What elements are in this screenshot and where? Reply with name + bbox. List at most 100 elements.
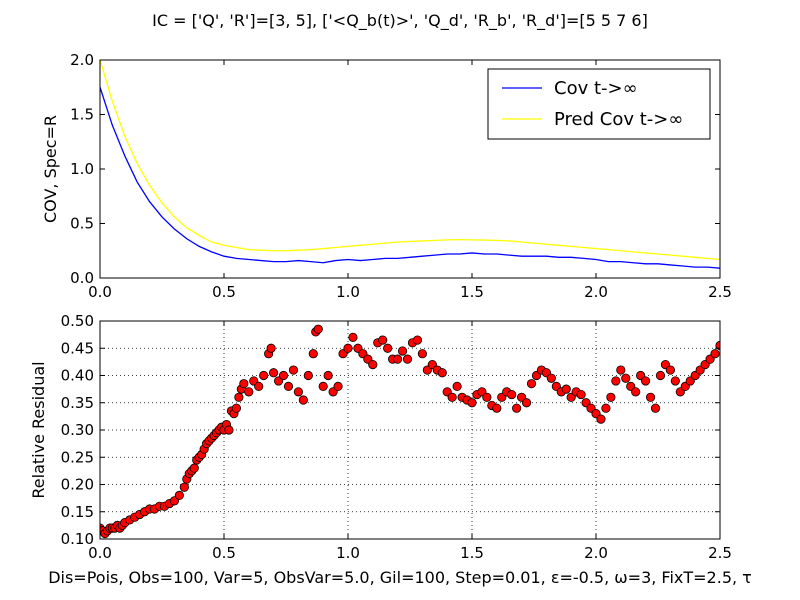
data-point — [621, 373, 631, 383]
figure-title: IC = ['Q', 'R']=[3, 5], ['<Q_b(t)>', 'Q_… — [152, 11, 648, 31]
series-line-cov-t- — [100, 87, 720, 269]
data-point — [512, 403, 522, 413]
data-point — [189, 463, 199, 473]
y-tick-label: 1.5 — [70, 106, 94, 124]
data-point — [378, 335, 388, 345]
data-point — [492, 403, 502, 413]
legend-label: Pred Cov t->∞ — [554, 109, 683, 130]
legend-box — [487, 68, 711, 140]
data-point — [244, 387, 254, 397]
data-point — [234, 392, 244, 402]
x-tick-label: 0.0 — [88, 283, 112, 301]
data-point — [616, 365, 626, 375]
data-point — [383, 343, 393, 353]
data-point — [546, 373, 556, 383]
data-point — [670, 376, 680, 386]
y-tick-label: 0.40 — [61, 367, 94, 385]
data-point — [293, 387, 303, 397]
y-tick-label: 0.0 — [70, 269, 94, 287]
data-point — [288, 365, 299, 375]
data-point — [266, 343, 276, 353]
data-point — [348, 332, 358, 342]
data-point — [507, 389, 517, 400]
x-tick-label: 2.5 — [708, 283, 732, 301]
data-point — [298, 395, 308, 405]
legend: Cov t->∞ Pred Cov t->∞ — [487, 68, 711, 140]
x-tick-label: 2.0 — [584, 544, 608, 562]
x-tick-label: 1.5 — [460, 283, 484, 301]
y-tick-label: 0.5 — [70, 215, 94, 233]
data-point — [278, 370, 289, 381]
y-tick-label: 0.50 — [61, 312, 94, 330]
data-point — [343, 343, 353, 353]
data-point — [254, 381, 264, 391]
y-tick-label: 0.10 — [61, 530, 94, 548]
x-tick-label: 1.5 — [460, 544, 484, 562]
x-tick-label: 2.0 — [584, 283, 608, 301]
y-tick-label: 0.45 — [61, 339, 94, 357]
y-tick-label: 1.0 — [70, 160, 94, 178]
data-point — [576, 389, 586, 400]
data-point — [231, 403, 241, 413]
data-point — [417, 349, 427, 359]
data-point — [655, 370, 666, 381]
covariance-panel: 0.0 0.5 1.0 1.5 2.0 2.5 0.0 0.5 1.0 1.5 2.0 COV, Sp… — [41, 51, 732, 301]
data-point — [397, 346, 408, 356]
data-point — [482, 392, 492, 402]
data-point — [467, 398, 477, 408]
data-point — [313, 324, 323, 334]
data-point — [239, 379, 249, 389]
data-point — [174, 490, 184, 500]
data-point — [611, 376, 621, 386]
data-point — [303, 370, 313, 381]
data-point — [596, 414, 606, 424]
x-tick-label: 2.5 — [708, 544, 732, 562]
data-point — [710, 349, 720, 359]
y-tick-label: 0.35 — [61, 394, 94, 412]
data-point — [601, 403, 611, 413]
data-point — [333, 381, 343, 391]
data-point — [402, 354, 413, 364]
x-tick-label: 1.0 — [336, 544, 360, 562]
bottom-x-axis-label: Dis=Pois, Obs=100, Var=5, ObsVar=5.0, Gi… — [48, 568, 752, 587]
x-tick-label: 0.5 — [212, 283, 236, 301]
data-point — [318, 381, 328, 391]
data-point — [308, 349, 318, 359]
data-point — [437, 368, 447, 378]
data-point — [323, 370, 333, 381]
x-tick-label: 0.5 — [212, 544, 236, 562]
data-point — [392, 354, 403, 364]
data-point — [665, 365, 676, 375]
data-point — [606, 392, 616, 402]
data-point — [224, 425, 234, 435]
data-point — [645, 392, 656, 402]
y-axis-label: Relative Residual — [29, 361, 48, 498]
data-point — [368, 359, 378, 370]
x-tick-label: 1.0 — [336, 283, 360, 301]
series-line-pred-cov-t- — [100, 60, 720, 261]
data-point — [447, 392, 457, 402]
data-point — [631, 387, 641, 397]
data-point — [452, 381, 462, 391]
y-tick-label: 0.25 — [61, 448, 94, 466]
data-point — [526, 379, 537, 389]
plot-area — [100, 60, 720, 269]
data-point — [412, 335, 423, 345]
data-point — [640, 376, 651, 386]
y-tick-label: 0.15 — [61, 503, 94, 521]
residual-panel: 0.0 0.5 1.0 1.5 2.0 2.5 0.10 0.15 0.20 0.25 0.30 0.… — [29, 312, 732, 562]
data-point — [268, 368, 279, 378]
data-point — [561, 384, 571, 394]
data-point — [650, 403, 661, 413]
data-point — [179, 482, 189, 492]
x-tick-label: 0.0 — [88, 544, 112, 562]
data-point — [521, 398, 532, 408]
y-axis-label: COV, Spec=R — [41, 115, 60, 223]
data-point — [283, 381, 294, 391]
y-tick-label: 0.20 — [61, 476, 94, 494]
plot-area — [100, 324, 720, 539]
y-tick-label: 0.30 — [61, 421, 94, 439]
legend-label: Cov t->∞ — [554, 78, 638, 99]
y-tick-label: 2.0 — [70, 51, 94, 69]
